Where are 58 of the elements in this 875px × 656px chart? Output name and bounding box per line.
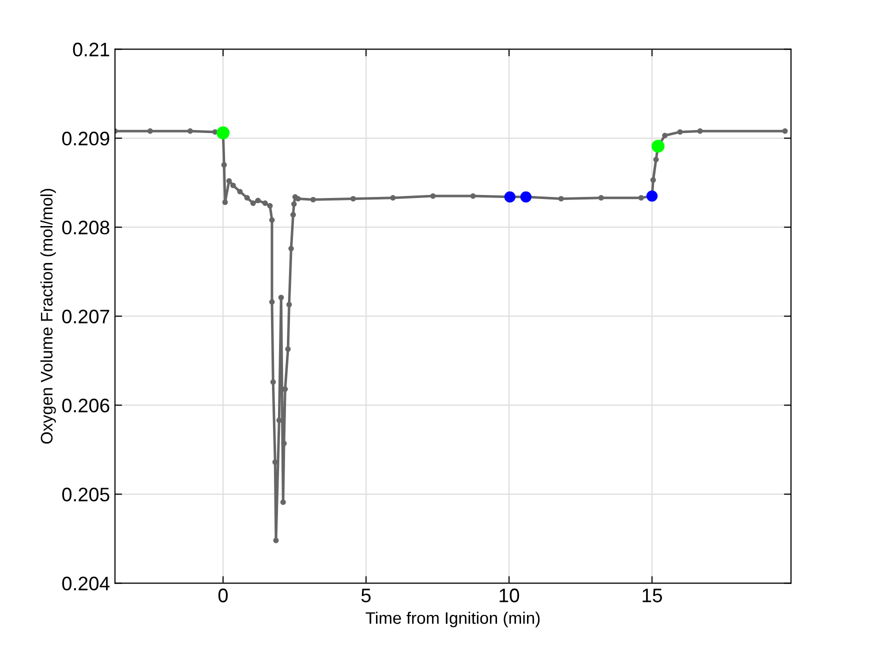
point <box>652 140 665 153</box>
point <box>653 156 659 162</box>
y-tick-label: 0.207 <box>62 310 110 324</box>
point <box>244 195 250 201</box>
point <box>273 538 279 544</box>
point <box>187 128 193 134</box>
point <box>295 196 301 202</box>
y-axis-title: Oxygen Volume Fraction (mol/mol) <box>40 188 56 444</box>
point <box>646 190 658 202</box>
x-tick-label: 15 <box>642 588 662 602</box>
point <box>288 246 294 252</box>
point <box>291 201 297 207</box>
point <box>230 182 236 188</box>
x-tick-label: 10 <box>500 588 520 602</box>
point <box>697 128 703 134</box>
x-tick-label: 0 <box>218 588 228 602</box>
point <box>504 191 516 203</box>
point <box>278 294 284 300</box>
point <box>216 126 230 140</box>
y-tick-label: 0.209 <box>62 132 110 146</box>
point <box>270 379 276 385</box>
point <box>280 499 286 505</box>
point <box>222 199 228 206</box>
point <box>226 178 232 184</box>
point <box>221 162 227 168</box>
point <box>350 196 356 202</box>
point <box>276 418 282 424</box>
point <box>281 440 287 446</box>
point <box>285 346 291 352</box>
point <box>250 200 256 206</box>
y-tick-label: 0.206 <box>62 398 110 412</box>
y-tick-label: 0.204 <box>62 576 110 590</box>
point <box>269 217 275 223</box>
point <box>290 212 296 218</box>
point <box>782 128 788 134</box>
point <box>262 200 268 206</box>
point <box>638 195 644 201</box>
y-tick-label: 0.21 <box>73 42 110 56</box>
point <box>390 195 396 201</box>
x-tick-label: 5 <box>361 588 371 602</box>
point <box>662 132 668 138</box>
x-axis-title: Time from Ignition (min) <box>366 612 540 628</box>
point <box>598 195 604 201</box>
point <box>650 177 656 183</box>
point <box>310 196 316 202</box>
point <box>558 196 564 202</box>
point <box>286 302 292 308</box>
point <box>470 193 476 199</box>
y-tick-label: 0.205 <box>62 488 110 502</box>
point <box>237 188 243 194</box>
y-tick-label: 0.208 <box>62 220 110 234</box>
point <box>255 198 261 204</box>
point <box>677 129 683 135</box>
point <box>147 128 153 134</box>
point <box>520 191 532 203</box>
point <box>430 193 436 199</box>
point <box>267 203 273 209</box>
point <box>269 299 275 305</box>
